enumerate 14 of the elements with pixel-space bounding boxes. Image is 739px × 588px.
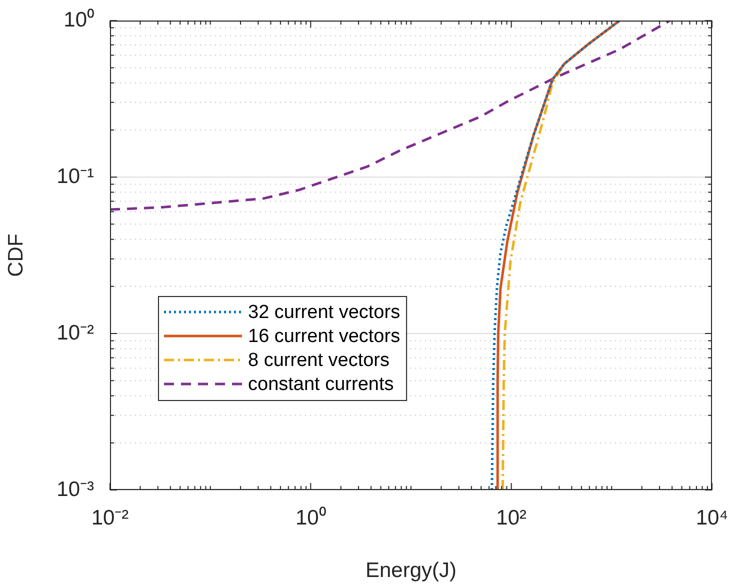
legend-label: 16 current vectors xyxy=(248,326,400,348)
y-tick-label: 10⁻³ xyxy=(56,478,94,501)
y-tick-label: 10⁰ xyxy=(64,8,94,32)
legend-label: 32 current vectors xyxy=(248,302,400,324)
x-tick-label: 10² xyxy=(496,506,527,530)
legend-label: 8 current vectors xyxy=(248,350,390,372)
y-axis-title: CDF xyxy=(4,234,28,277)
x-tick-label: 10⁴ xyxy=(696,506,728,530)
y-tick-label: 10⁻² xyxy=(56,321,94,344)
y-tick-label: 10⁻¹ xyxy=(56,164,94,188)
x-tick-label: 10⁻² xyxy=(91,506,129,530)
x-axis-title: Energy(J) xyxy=(365,559,457,582)
x-tick-label: 10⁰ xyxy=(295,506,326,530)
legend-label: constant currents xyxy=(248,374,394,396)
